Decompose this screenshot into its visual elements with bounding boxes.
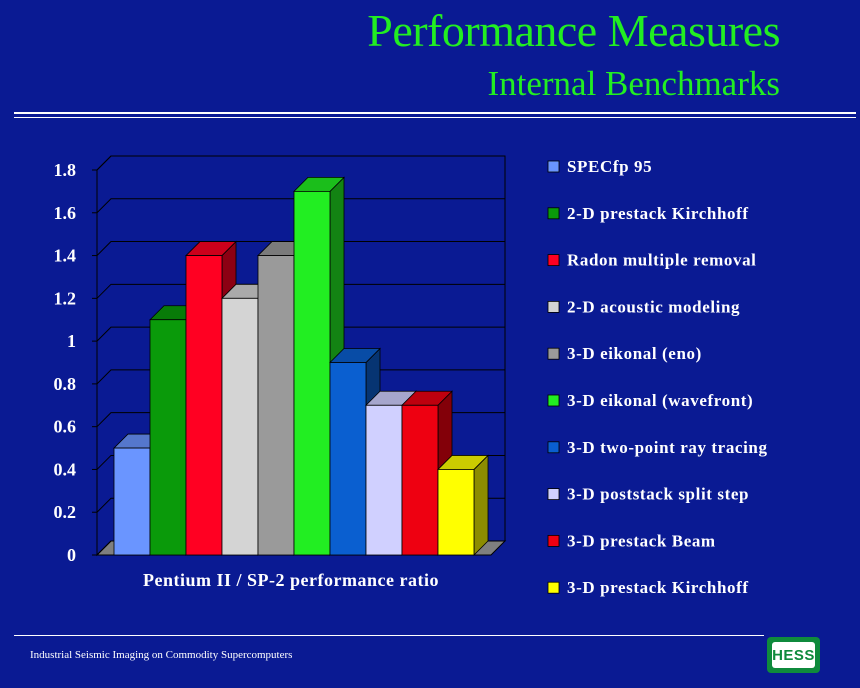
- legend-label: 3-D eikonal (eno): [567, 344, 702, 363]
- legend-label: 3-D poststack split step: [567, 485, 749, 504]
- legend-swatch: [547, 441, 560, 454]
- legend-label: 3-D prestack Beam: [567, 531, 716, 550]
- gridline: [96, 241, 505, 256]
- gridline: [96, 326, 505, 342]
- gridline: [96, 155, 505, 171]
- hess-logo-text: HESS: [772, 646, 815, 664]
- footer-text: Industrial Seismic Imaging on Commodity …: [30, 649, 293, 661]
- legend-swatch: [547, 207, 560, 220]
- title-divider-line: [14, 112, 856, 114]
- legend-swatch: [547, 488, 560, 501]
- bar-3-d-poststack-split-step: [365, 404, 403, 556]
- legend-label: SPECfp 95: [567, 157, 652, 176]
- bar-3-d-two-point-ray-tracing: [329, 362, 367, 556]
- bar-2-d-prestack-kirchhoff: [149, 319, 187, 556]
- gridline: [96, 198, 505, 214]
- footer-divider-line: [14, 635, 764, 636]
- legend-swatch: [547, 535, 560, 547]
- slide-subtitle: Internal Benchmarks: [487, 64, 780, 103]
- y-tick-label: 0.2: [54, 502, 77, 522]
- legend-swatch: [547, 581, 560, 594]
- title-divider-line-thin: [14, 117, 856, 118]
- legend-swatch: [547, 347, 560, 360]
- x-axis-label: Pentium II / SP-2 performance ratio: [143, 570, 439, 590]
- hess-logo: HESS: [767, 637, 820, 673]
- bar-3-d-prestack-beam: [401, 404, 439, 556]
- y-tick-label: 1: [67, 331, 76, 351]
- legend-swatch: [547, 254, 560, 267]
- legend-swatch: [547, 160, 560, 173]
- bar-side: [473, 454, 489, 556]
- bar-2-d-acoustic-modeling: [221, 297, 259, 556]
- bar-specfp-95: [113, 447, 151, 556]
- legend-label: 3-D eikonal (wavefront): [567, 391, 753, 410]
- bar-3-d-eikonal-eno: [257, 255, 295, 556]
- legend-label: 2-D prestack Kirchhoff: [567, 204, 749, 223]
- y-tick-label: 1.8: [54, 160, 77, 180]
- bar-3-d-prestack-kirchhoff: [437, 469, 475, 556]
- legend-swatch: [547, 394, 560, 407]
- y-tick-label: 0.8: [54, 374, 77, 394]
- y-tick-label: 0.6: [54, 417, 77, 437]
- slide-title: Performance Measures: [367, 5, 780, 56]
- bar-chart: 0 0.2 0.4 0.6 0.8 1 1.2 1.4 1.6 1.8 Pentium II / S…: [54, 155, 768, 597]
- bar-3-d-eikonal-wavefront: [293, 190, 331, 556]
- y-tick-label: 1.4: [54, 246, 77, 266]
- bar-radon-multiple-removal: [185, 255, 223, 556]
- legend-label: 3-D prestack Kirchhoff: [567, 578, 749, 597]
- y-tick-label: 0.4: [54, 459, 77, 479]
- y-tick-label: 0: [67, 545, 76, 565]
- legend-label: 2-D acoustic modeling: [567, 297, 740, 316]
- y-tick-label: 1.6: [54, 203, 77, 223]
- gridline: [96, 283, 505, 299]
- hess-logo-inner: HESS: [772, 642, 815, 668]
- y-tick-label: 1.2: [54, 288, 77, 308]
- legend-swatch: [547, 300, 560, 313]
- legend-label: Radon multiple removal: [567, 251, 757, 270]
- legend-label: 3-D two-point ray tracing: [567, 438, 768, 457]
